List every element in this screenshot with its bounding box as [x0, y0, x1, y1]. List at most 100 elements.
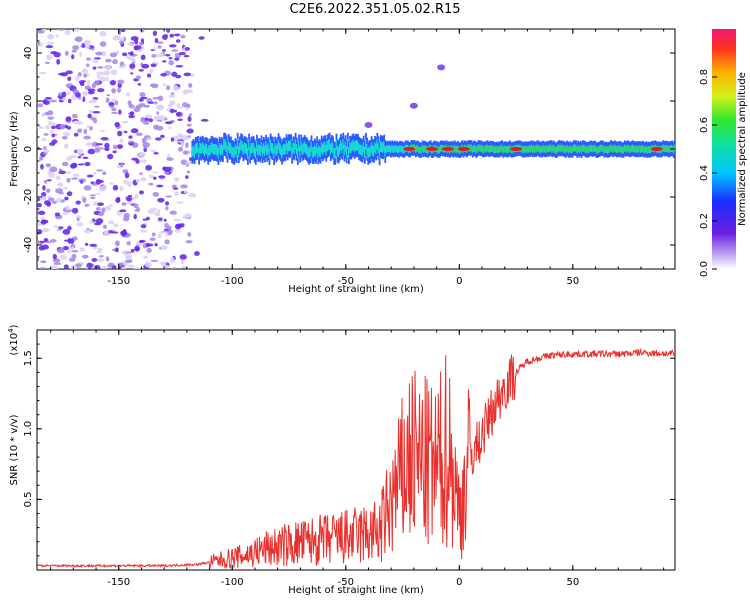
noise-speckle: [44, 96, 53, 100]
noise-speckle: [163, 218, 167, 222]
noise-speckle: [105, 58, 112, 63]
noise-speckle: [116, 144, 124, 149]
top-ytick-label: 0: [23, 146, 34, 152]
signal-band-core: [285, 140, 288, 151]
noise-speckle: [126, 197, 133, 202]
signal-band-core: [215, 144, 218, 155]
noise-speckle: [169, 100, 176, 106]
noise-speckle: [112, 184, 119, 191]
noise-speckle: [119, 185, 124, 192]
signal-band-core: [586, 146, 589, 153]
noise-speckle: [85, 142, 92, 147]
signal-band-core: [440, 144, 442, 152]
signal-band-core: [350, 142, 353, 154]
noise-speckle: [127, 42, 134, 46]
noise-speckle: [75, 200, 81, 205]
signal-band-core: [200, 143, 203, 155]
signal-band-core: [245, 143, 248, 155]
noise-speckle: [122, 36, 127, 42]
noise-speckle: [139, 229, 147, 233]
noise-speckle: [155, 137, 162, 141]
noise-speckle: [183, 190, 188, 194]
noise-speckle: [43, 133, 49, 136]
signal-band-core: [629, 145, 632, 153]
noise-speckle: [152, 30, 158, 37]
noise-speckle: [73, 120, 80, 125]
signal-band-core: [559, 145, 562, 153]
noise-speckle: [180, 142, 185, 148]
signal-band-core: [307, 146, 309, 157]
signal-band-core: [344, 141, 347, 152]
noise-speckle: [151, 54, 156, 58]
signal-band-core: [525, 145, 527, 153]
noise-speckle: [57, 228, 62, 231]
noise-speckle: [46, 241, 52, 244]
noise-speckle: [96, 71, 105, 76]
signal-band-core: [223, 139, 225, 150]
noise-speckle: [99, 129, 106, 132]
signal-band-core: [274, 143, 277, 154]
bottom-xtick-label: -150: [107, 577, 130, 588]
noise-speckle: [185, 107, 189, 111]
signal-band-core: [337, 146, 340, 158]
signal-band-core: [291, 147, 294, 158]
noise-speckle: [157, 197, 165, 203]
signal-band-core: [536, 144, 539, 152]
noise-speckle: [161, 34, 168, 40]
noise-speckle: [61, 91, 67, 98]
signal-band-core: [603, 146, 606, 154]
noise-speckle: [64, 29, 71, 36]
signal-band-core: [475, 146, 477, 154]
signal-band-core: [602, 144, 605, 152]
noise-speckle: [73, 132, 79, 137]
noise-speckle: [90, 196, 96, 200]
snr-scale-prefix: (x10: [9, 333, 20, 356]
noise-speckle: [150, 63, 157, 68]
signal-band-core: [508, 145, 510, 153]
noise-speckle: [111, 98, 117, 102]
colorbar-tick-label: 0.8: [699, 69, 710, 85]
signal-band-core: [485, 145, 488, 153]
noise-speckle: [69, 154, 77, 159]
noise-speckle: [40, 196, 47, 201]
signal-band-core: [296, 148, 299, 159]
noise-speckle: [160, 244, 168, 251]
bottom-ytick-label: 1.0: [23, 421, 34, 437]
noise-speckle: [118, 109, 122, 115]
signal-band-core: [620, 146, 623, 154]
noise-speckle: [141, 137, 147, 144]
noise-speckle: [154, 37, 159, 44]
signal-band-core: [592, 145, 594, 153]
noise-speckle: [104, 142, 110, 149]
signal-band-core: [316, 142, 319, 153]
noise-speckle: [99, 185, 108, 191]
noise-speckle: [143, 104, 150, 108]
noise-speckle: [66, 91, 71, 96]
noise-speckle: [71, 49, 77, 53]
signal-band-core: [253, 145, 256, 157]
signal-band-core: [630, 145, 633, 153]
noise-speckle: [115, 240, 120, 247]
noise-speckle: [170, 256, 175, 263]
noise-speckle: [95, 80, 100, 86]
signal-band-core: [340, 140, 342, 151]
signal-band-core: [251, 142, 254, 154]
noise-speckle: [160, 72, 167, 77]
noise-speckle: [87, 113, 92, 119]
noise-speckle: [62, 228, 71, 235]
bottom-y-axis-label: SNR (10 * v/v): [9, 414, 20, 485]
noise-speckle: [137, 83, 142, 86]
noise-speckle: [84, 229, 91, 234]
noise-speckle: [105, 65, 112, 71]
noise-speckle: [194, 251, 200, 256]
signal-band-core: [577, 144, 580, 152]
signal-band-core: [551, 146, 554, 154]
signal-band-core: [499, 145, 501, 153]
signal-band-core: [241, 140, 244, 152]
noise-speckle: [65, 171, 72, 175]
noise-speckle: [135, 178, 141, 183]
noise-speckle: [89, 99, 97, 104]
noise-speckle: [109, 79, 117, 86]
noise-speckle: [95, 192, 100, 195]
noise-speckle: [145, 216, 150, 221]
